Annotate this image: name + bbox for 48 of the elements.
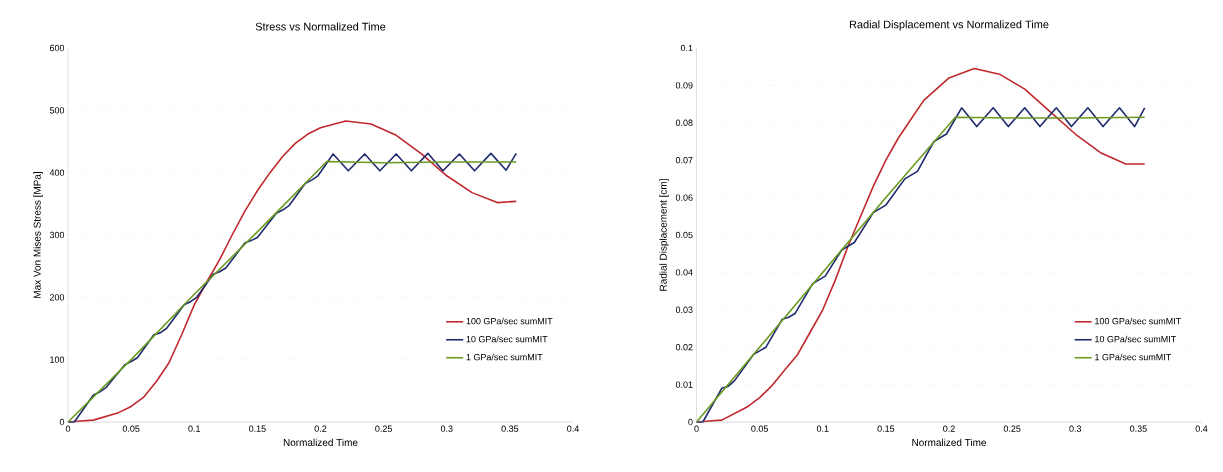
x-tick-label: 0.25 [1003,425,1021,432]
y-axis-title: Radial Displacement [cm] [659,179,669,291]
x-tick-label: 0.3 [1069,425,1082,432]
legend-label: 1 GPa/sec sumMIT [466,353,543,361]
y-tick-label: 0.02 [675,344,693,351]
y-tick-label: 0.06 [675,194,693,201]
x-tick-label: 0.1 [816,425,829,432]
y-tick-label: 600 [49,44,65,52]
x-tick-label: 0.25 [375,425,392,432]
legend-label: 100 GPa/sec sumMIT [1095,317,1181,325]
legend-label: 100 GPa/sec sumMIT [466,317,553,325]
y-tick-label: 0.09 [675,82,693,89]
y-tick-label: 200 [49,294,65,301]
x-tick-label: 0.2 [314,425,327,432]
x-tick-label: 0.05 [122,425,140,432]
y-axis-title: Max Von Mises Stress [MPa] [33,172,43,298]
x-tick-label: 0.35 [1130,425,1147,432]
y-tick-label: 500 [49,107,65,114]
x-tick-label: 0 [65,425,71,432]
y-tick-label: 0 [688,418,693,426]
x-tick-label: 0.1 [188,425,201,432]
y-tick-label: 0 [59,418,65,426]
x-tick-label: 0.3 [440,425,453,432]
legend-label: 10 GPa/sec sumMIT [1095,335,1176,343]
y-tick-label: 0.08 [675,119,693,126]
x-axis-title: Normalized Time [912,438,987,447]
y-tick-label: 0.05 [675,231,693,239]
x-axis-title: Normalized Time [283,438,358,447]
y-tick-label: 100 [50,356,65,363]
x-tick-label: 0.4 [1195,425,1208,432]
legend-label: 1 GPa/sec sumMIT [1095,353,1171,361]
y-tick-label: 0.04 [675,269,693,276]
y-tick-label: 0.01 [675,381,693,388]
x-tick-label: 0.35 [501,425,519,432]
chart-title: Stress vs Normalized Time [255,22,386,31]
y-tick-label: 400 [49,169,65,176]
x-tick-label: 0.15 [877,425,895,432]
y-tick-label: 300 [49,231,65,239]
x-tick-label: 0.2 [943,425,955,432]
y-tick-label: 0.1 [680,44,693,52]
x-tick-label: 0.15 [248,425,266,432]
chart-title: Radial Displacement vs Normalized Time [849,20,1049,31]
x-tick-label: 0.4 [567,425,579,432]
x-tick-label: 0 [694,425,699,432]
legend-label: 10 GPa/sec sumMIT [466,335,548,343]
y-tick-label: 0.03 [675,306,693,313]
x-tick-label: 0.05 [751,425,768,432]
y-tick-label: 0.07 [675,157,693,164]
